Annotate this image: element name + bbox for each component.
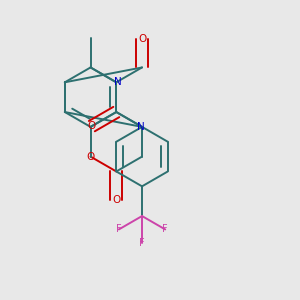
Text: F: F [116, 224, 122, 234]
Text: F: F [162, 224, 168, 234]
Text: F: F [139, 238, 145, 248]
Text: O: O [112, 195, 120, 205]
Text: O: O [138, 34, 146, 44]
Text: O: O [88, 121, 96, 131]
Text: N: N [114, 77, 122, 87]
Text: N: N [136, 122, 144, 132]
Text: O: O [86, 152, 95, 162]
